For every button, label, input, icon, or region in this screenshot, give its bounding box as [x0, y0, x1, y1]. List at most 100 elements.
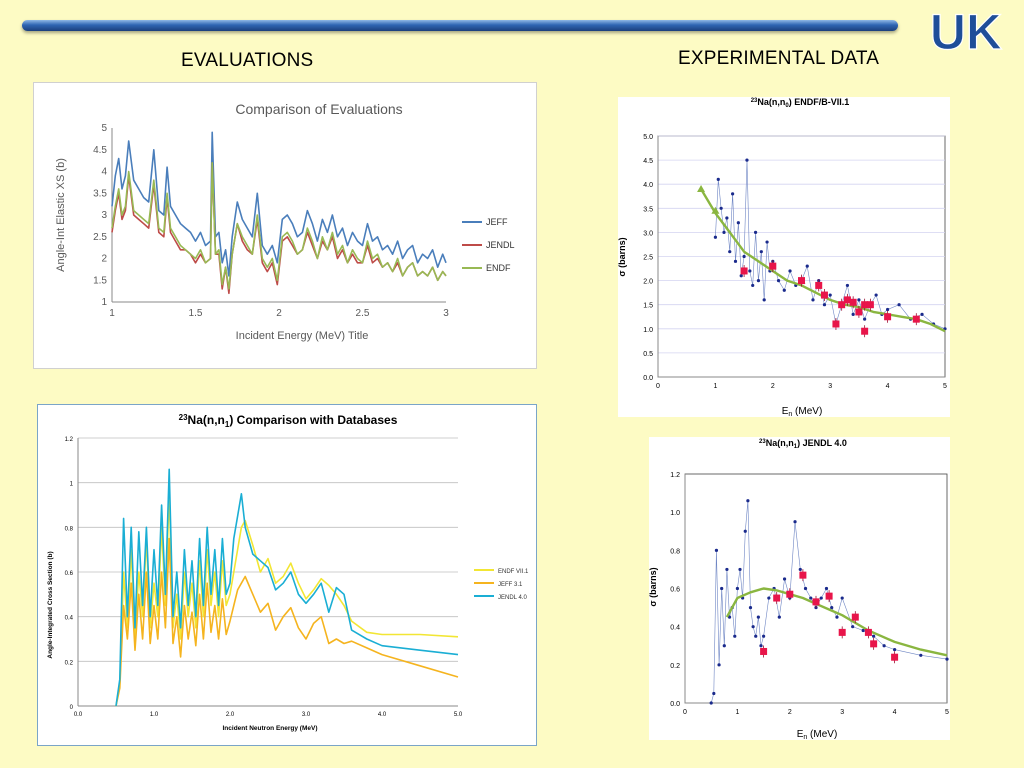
y-tick-label: 1.5	[93, 275, 107, 286]
x-tick-label: 0	[656, 383, 660, 390]
measurement-point	[798, 567, 802, 572]
x-tick-label: 2	[788, 709, 792, 716]
measurement-point	[765, 240, 769, 244]
measurement-point	[793, 520, 797, 524]
evaluations-heading: EVALUATIONS	[181, 50, 314, 71]
y-tick-label: 3.5	[93, 188, 107, 199]
y-axis-label: σ (barns)	[649, 567, 658, 606]
data-point	[855, 308, 863, 316]
y-tick-label: 0.6	[65, 571, 74, 577]
endf-n0-chart: 23Na(n,n0) ENDF/B-VII.1 En (MeV) σ (barn…	[617, 97, 947, 418]
y-tick-label: 5.0	[643, 134, 653, 141]
data-point	[773, 594, 781, 602]
measurement-point	[743, 529, 747, 533]
measurement-point	[739, 274, 743, 278]
series-line-endf	[111, 162, 447, 290]
evaluation-marker	[711, 206, 720, 214]
y-tick-label: 2.0	[643, 279, 653, 286]
jendl-n1-chart-panel: 23Na(n,n1) JENDL 4.0 En (MeV) σ (barns) …	[648, 437, 950, 741]
x-tick-label: 2.0	[226, 712, 235, 718]
measurement-point	[719, 206, 723, 210]
measurement-point	[722, 230, 726, 234]
measurement-point	[759, 644, 763, 648]
y-axis-label: Angle-Int Elastic XS (b)	[55, 158, 67, 272]
data-point	[861, 301, 869, 309]
series-line-jendl-4-0	[115, 468, 459, 707]
measurement-point	[738, 567, 742, 572]
evaluation-curve	[699, 188, 946, 333]
measurement-point	[720, 586, 724, 591]
y-tick-label: 2.5	[643, 255, 653, 262]
measurement-point	[742, 254, 746, 259]
jendl-n1-chart: 23Na(n,n1) JENDL 4.0 En (MeV) σ (barns) …	[648, 438, 949, 741]
x-tick-label: 5.0	[454, 712, 463, 718]
measurement-point	[717, 663, 721, 667]
x-tick-label: 1.0	[150, 712, 159, 718]
y-tick-label: 0.2	[670, 663, 680, 670]
data-point	[849, 298, 857, 306]
data-point	[832, 320, 840, 328]
y-tick-label: 4.5	[643, 158, 653, 165]
data-point	[740, 267, 748, 275]
measurement-point	[716, 177, 720, 181]
legend-label: JENDL 4.0	[498, 595, 527, 601]
measurement-point	[727, 615, 732, 619]
data-point	[760, 647, 768, 655]
title-bar	[22, 20, 898, 31]
measurement-point	[863, 317, 867, 321]
evaluations-chart-panel: Comparison of Evaluations Incident Energ…	[33, 82, 537, 369]
x-tick-label: 3	[828, 383, 832, 390]
measurement-point	[897, 303, 901, 307]
measurement-point	[713, 235, 717, 239]
measurement-point	[754, 634, 758, 638]
x-tick-label: 1.5	[189, 308, 203, 319]
x-axis-label: Incident Energy (MeV) Title	[236, 330, 369, 342]
y-tick-label: 3	[101, 210, 107, 221]
data-point	[891, 653, 899, 661]
y-tick-label: 5	[101, 123, 107, 134]
y-tick-label: 1.0	[643, 327, 653, 334]
y-tick-label: 0.6	[670, 587, 680, 594]
measurement-point	[886, 307, 890, 312]
series-line-jendl	[111, 162, 447, 295]
data-point	[870, 640, 878, 648]
legend-label: JENDL	[486, 240, 515, 250]
data-point	[843, 296, 851, 304]
y-tick-label: 4	[101, 167, 107, 178]
chart-title: Comparison of Evaluations	[235, 101, 402, 117]
measurement-point	[753, 230, 758, 234]
y-tick-label: 4.5	[93, 145, 107, 156]
measurement-point	[857, 298, 861, 302]
measurement-point	[851, 625, 855, 629]
legend-label: ENDF VII.1	[498, 569, 529, 575]
measurement-point	[712, 691, 716, 696]
measurement-point	[919, 653, 923, 657]
y-tick-label: 2.5	[93, 232, 107, 243]
measurement-point	[945, 657, 949, 661]
data-point	[912, 315, 920, 323]
measurement-point	[920, 312, 924, 316]
x-tick-label: 2	[276, 308, 282, 319]
x-tick-label: 5	[945, 709, 949, 716]
x-tick-label: 0.0	[74, 712, 83, 718]
chart-title: 23Na(n,n1) JENDL 4.0	[759, 438, 847, 450]
data-point	[866, 301, 874, 309]
measurement-point	[835, 615, 839, 619]
y-tick-label: 0.2	[65, 660, 74, 666]
measurement-point	[851, 312, 855, 316]
y-tick-label: 3.0	[643, 230, 653, 237]
evaluation-marker	[697, 185, 706, 193]
measurement-point	[762, 634, 766, 638]
measurement-point	[809, 596, 813, 600]
measurement-point	[728, 250, 732, 254]
y-tick-label: 0	[70, 705, 74, 711]
measurement-point	[736, 221, 740, 225]
x-tick-label: 4	[886, 383, 890, 390]
chart-title: 23Na(n,n1) Comparison with Databases	[179, 413, 398, 429]
data-point	[861, 327, 869, 335]
evaluation-curve	[725, 587, 948, 657]
series-line-jeff	[111, 131, 447, 277]
measurement-point	[803, 586, 808, 591]
data-point	[799, 571, 807, 579]
data-point	[769, 262, 777, 270]
